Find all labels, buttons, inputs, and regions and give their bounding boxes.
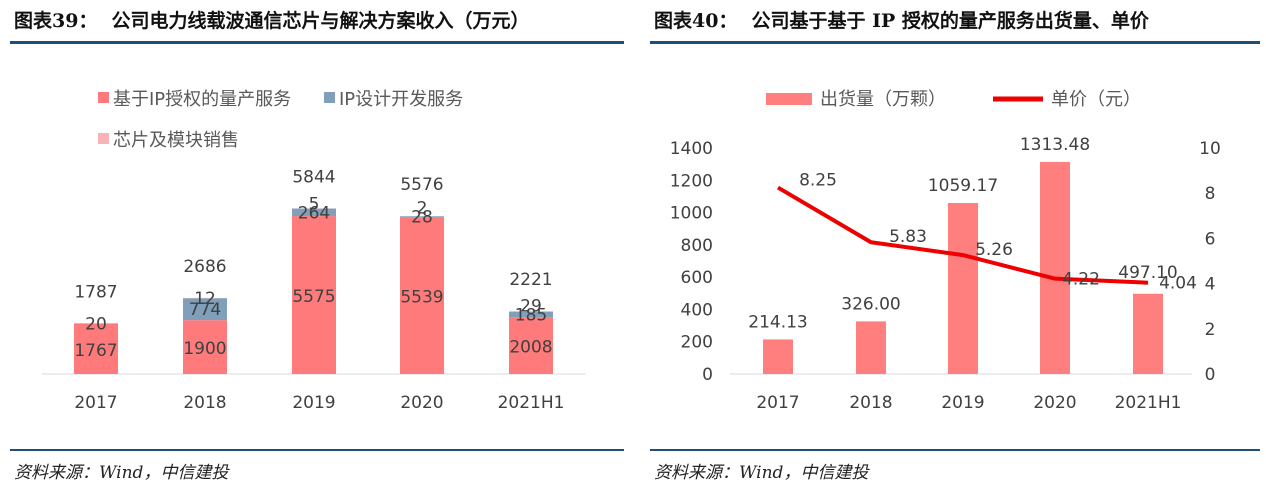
right-title-text: 公司基于基于 IP 授权的量产服务出货量、单价 <box>751 10 1149 32</box>
right-source-note: 资料来源：Wind，中信建投 <box>654 463 869 483</box>
y-right-tick-label: 10 <box>1199 139 1221 159</box>
shipment-value-label: 1313.48 <box>1020 135 1090 155</box>
total-value-label: 5576 <box>400 175 443 195</box>
y-left-tick-label: 1200 <box>670 171 713 191</box>
bar-segment-1-3 <box>292 216 336 374</box>
bar-segment-1-4 <box>400 217 444 374</box>
left-figure-title: 图表39： 公司电力线载波通信芯片与解决方案收入（万元） <box>14 6 529 33</box>
price-value-label: 8.25 <box>799 171 837 191</box>
y-left-tick-label: 200 <box>681 333 713 353</box>
bar-segment-1-5 <box>509 317 553 374</box>
series-1-value-label: 1767 <box>74 341 117 361</box>
left-figure-number: 图表39： <box>14 10 98 32</box>
x-tick-label: 2020 <box>400 393 443 413</box>
right-top-rule <box>650 41 1260 44</box>
shipment-bar <box>1133 293 1163 374</box>
legend-swatch-shipment <box>766 93 812 105</box>
y-left-tick-label: 600 <box>681 268 713 288</box>
x-tick-label: 2018 <box>849 393 892 413</box>
shipment-value-label: 326.00 <box>841 294 900 314</box>
legend-label-3: 芯片及模块销售 <box>113 130 239 151</box>
price-value-label: 4.22 <box>1062 270 1100 290</box>
series-3-value-label: 2 <box>417 199 428 219</box>
y-left-tick-label: 0 <box>702 365 713 385</box>
shipment-value-label: 497.10 <box>1118 263 1177 283</box>
legend-swatch-3 <box>98 133 109 144</box>
shipment-value-label: 1059.17 <box>928 176 998 196</box>
total-value-label: 2221 <box>509 270 552 290</box>
bar-segment-2-1 <box>74 323 118 324</box>
series-2-value-label: 20 <box>85 315 107 335</box>
y-left-tick-label: 1400 <box>670 139 713 159</box>
price-line <box>776 185 1149 285</box>
series-1-value-label: 2008 <box>509 338 552 358</box>
total-value-label: 2686 <box>183 257 226 277</box>
right-figure-title: 图表40： 公司基于基于 IP 授权的量产服务出货量、单价 <box>654 6 1149 33</box>
right-figure-number: 图表40： <box>654 10 738 32</box>
legend-swatch-1 <box>98 92 109 103</box>
series-2-value-label: 264 <box>298 203 330 223</box>
x-tick-label: 2021H1 <box>498 393 565 413</box>
legend-label-price: 单价（元） <box>1051 89 1141 110</box>
shipment-bar <box>763 339 793 374</box>
y-right-tick-label: 4 <box>1205 275 1216 295</box>
series-2-value-label: 28 <box>411 208 433 228</box>
series-1-value-label: 5575 <box>292 287 335 307</box>
bar-segment-1-1 <box>74 323 118 374</box>
price-value-label: 5.26 <box>975 240 1013 260</box>
shipment-bar <box>856 321 886 374</box>
legend-swatch-2 <box>324 92 335 103</box>
bar-segment-1-2 <box>183 320 227 374</box>
series-2-value-label: 774 <box>189 300 221 320</box>
right-bottom-rule <box>650 449 1260 451</box>
legend-label-2: IP设计开发服务 <box>339 89 463 110</box>
y-left-tick-label: 800 <box>681 236 713 256</box>
left-source-note: 资料来源：Wind，中信建投 <box>14 463 229 483</box>
y-right-tick-label: 0 <box>1205 365 1216 385</box>
left-bottom-rule <box>10 449 624 451</box>
y-right-tick-label: 8 <box>1205 184 1216 204</box>
series-3-value-label: 12 <box>194 289 216 309</box>
series-3-value-label: 5 <box>309 194 320 214</box>
x-tick-label: 2019 <box>941 393 984 413</box>
y-right-tick-label: 2 <box>1205 320 1216 340</box>
y-left-tick-label: 1000 <box>670 204 713 224</box>
left-top-rule <box>10 41 624 44</box>
x-tick-label: 2018 <box>183 393 226 413</box>
legend-label-1: 基于IP授权的量产服务 <box>113 89 291 110</box>
x-tick-label: 2017 <box>74 393 117 413</box>
shipment-bar <box>1040 161 1070 374</box>
shipment-bar <box>948 203 978 374</box>
price-value-label: 4.04 <box>1159 274 1197 294</box>
left-figure-panel: 图表39： 公司电力线载波通信芯片与解决方案收入（万元） 基于IP授权的量产服务 I… <box>0 0 630 485</box>
bar-segment-2-4 <box>400 216 444 218</box>
series-1-value-label: 5539 <box>400 288 443 308</box>
y-left-tick-label: 400 <box>681 300 713 320</box>
bar-segment-2-5 <box>509 311 553 318</box>
bar-segment-2-3 <box>292 208 336 217</box>
x-tick-label: 2017 <box>756 393 799 413</box>
total-value-label: 1787 <box>74 282 117 302</box>
shipment-value-label: 214.13 <box>748 312 807 332</box>
bar-segment-2-2 <box>183 298 227 321</box>
y-right-tick-label: 6 <box>1205 229 1216 249</box>
x-tick-label: 2020 <box>1033 393 1076 413</box>
x-tick-label: 2019 <box>292 393 335 413</box>
total-value-label: 5844 <box>292 167 335 187</box>
price-value-label: 5.83 <box>889 227 927 247</box>
x-tick-label: 2021H1 <box>1115 393 1182 413</box>
series-1-value-label: 1900 <box>183 339 226 359</box>
series-3-value-label: 29 <box>520 296 542 316</box>
right-figure-panel: 图表40： 公司基于基于 IP 授权的量产服务出货量、单价 出货量（万颗） 单价（元… <box>640 0 1266 485</box>
series-2-value-label: 185 <box>515 305 547 325</box>
bar-segment-3-5 <box>509 311 553 312</box>
right-combo-chart: 出货量（万颗） 单价（元） 0 200 400 600 800 1000 1200 1400 0 2 4… <box>670 89 1221 413</box>
legend-label-shipment: 出货量（万颗） <box>820 89 946 110</box>
left-title-text: 公司电力线载波通信芯片与解决方案收入（万元） <box>111 10 530 32</box>
